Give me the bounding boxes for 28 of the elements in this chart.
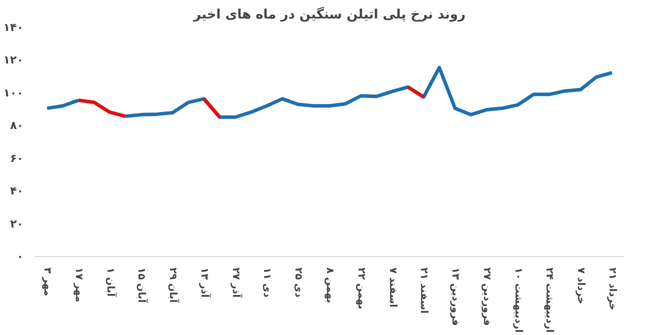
y-tick-label: ۱۲۰ — [3, 54, 24, 67]
y-tick-label: ۲۰ — [10, 217, 24, 230]
x-tick-label: ۲۱ اسفند — [418, 268, 430, 314]
x-tick-label: ۲۱ خرداد — [606, 268, 618, 310]
y-tick-label: ۴۰ — [10, 184, 24, 198]
x-tick-label: ۱۷ مهر — [72, 268, 84, 302]
y-tick-label: ۱۰۰ — [3, 86, 24, 100]
chart-title: روند نرخ پلی اتیلن سنگین در ماه های اخیر — [192, 6, 466, 22]
x-tick-label: ۱۵ آبان — [136, 268, 149, 304]
y-tick-label: ۱۴۰ — [3, 21, 24, 34]
x-tick-label: ۲۲ بهمن — [355, 268, 366, 310]
x-tick-label: ۱ آبان — [104, 268, 118, 298]
x-tick-label: ۲۴ اردیبهشت — [544, 268, 555, 333]
x-tick-label: ۱۱ دی — [261, 268, 272, 298]
y-tick-label: ۰ — [16, 250, 24, 263]
x-tick-label: ۱۳ فروردین — [450, 268, 461, 326]
x-tick-label: ۲۷ آذر — [230, 268, 243, 298]
x-tick-label: ۲۵ دی — [292, 268, 304, 298]
x-tick-label: ۷ خرداد — [575, 268, 586, 304]
x-tick-label: ۲۹ آبان — [167, 268, 180, 304]
y-tick-label: ۶۰ — [10, 152, 24, 165]
x-tick-label: ۱۳ آذر — [198, 268, 212, 298]
x-tick-label: ۸ بهمن — [324, 268, 335, 304]
x-tick-label: ۷ اسفند — [386, 268, 398, 308]
x-tick-label: ۱۰ اردیبهشت — [512, 268, 524, 333]
x-tick-label: ۳ مهر — [42, 268, 53, 296]
y-tick-label: ۸۰ — [10, 119, 24, 132]
x-tick-label: ۲۷ فروردین — [480, 268, 492, 326]
